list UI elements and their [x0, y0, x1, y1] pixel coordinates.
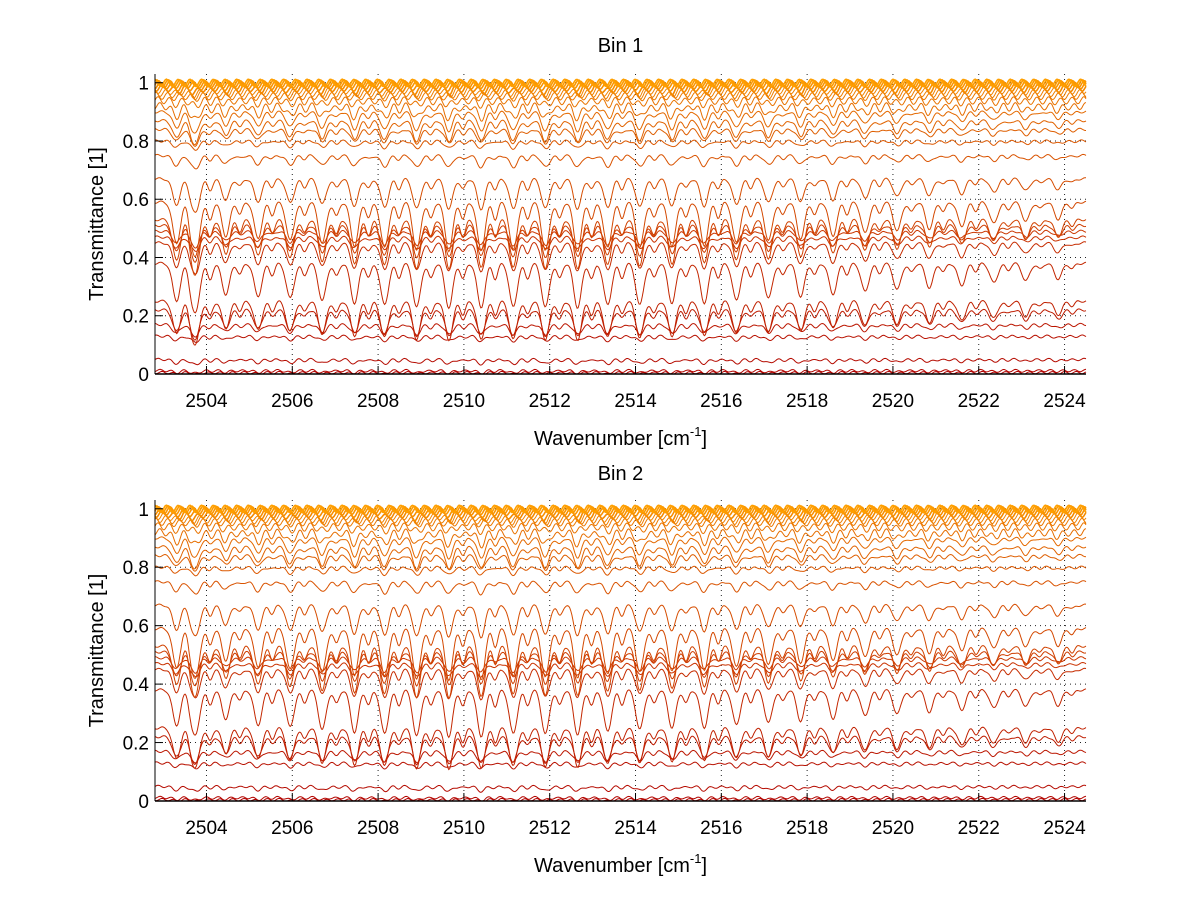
- y-tick-label: 1: [138, 500, 149, 521]
- subplot-1: Bin 1 2504 2506 2508 2510 2512 2514 2516 2518 252…: [86, 35, 1087, 450]
- x-tick-label: 2510: [443, 818, 485, 839]
- chart-title: Bin 1: [598, 35, 644, 57]
- y-tick-label: 0.8: [123, 558, 149, 579]
- series-line-7: [154, 726, 1087, 771]
- y-tick-label: 0.2: [123, 307, 149, 328]
- y-tick-label: 1: [138, 74, 149, 95]
- y-tick-label: 0.4: [123, 675, 150, 696]
- series-line-18: [154, 127, 1086, 147]
- x-axis-label: Wavenumber [cm-1]: [534, 424, 707, 450]
- y-tick-label: 0.6: [123, 190, 149, 211]
- series-line-14: [155, 626, 1087, 682]
- series-line-13: [154, 644, 1087, 700]
- series-line-13: [154, 218, 1087, 276]
- series-line-22: [154, 522, 1087, 536]
- y-axis-label: Transmittance [1]: [86, 574, 108, 728]
- x-tick-label: 2516: [700, 391, 742, 412]
- x-tick-label: 2512: [529, 391, 571, 412]
- series-line-4: [154, 761, 1087, 770]
- x-axis-label-sup: -1: [690, 851, 702, 866]
- x-tick-label: 2518: [786, 391, 828, 412]
- series-line-4: [154, 334, 1087, 344]
- y-tick-label: 0: [138, 792, 149, 813]
- chart-title: Bin 2: [598, 463, 644, 485]
- series-line-6: [154, 308, 1087, 341]
- x-tick-label: 2506: [271, 391, 313, 412]
- series-group: [154, 78, 1087, 375]
- x-tick-label: 2514: [614, 818, 657, 839]
- y-tick-label: 0: [138, 365, 149, 386]
- series-line-2: [154, 795, 1087, 802]
- y-tick-label: 0.2: [123, 734, 149, 755]
- x-tick-label: 2522: [958, 818, 1000, 839]
- series-line-29: [154, 78, 1087, 88]
- series-line-21: [154, 528, 1087, 549]
- x-tick-label: 2508: [357, 391, 399, 412]
- series-line-3: [154, 784, 1087, 793]
- x-axis-label-sup: -1: [690, 424, 702, 439]
- x-tick-label: 2518: [786, 818, 828, 839]
- x-tick-label: 2520: [872, 391, 914, 412]
- series-line-20: [155, 536, 1087, 560]
- series-line-15: [154, 603, 1087, 639]
- series-line-21: [154, 102, 1087, 122]
- y-tick-label: 0.6: [123, 617, 149, 638]
- x-tick-label: 2524: [1043, 818, 1086, 839]
- x-tick-label: 2504: [185, 818, 228, 839]
- y-tick-label: 0.8: [123, 132, 149, 153]
- x-tick-label: 2522: [958, 391, 1000, 412]
- x-axis-label-main: Wavenumber [cm: [534, 855, 690, 877]
- subplot-2: Bin 2 2504 2506 2508 2510 2512 2514 2516 2518 252…: [86, 463, 1087, 877]
- series-line-6: [154, 735, 1087, 766]
- series-line-11: [154, 656, 1087, 674]
- y-axis-label: Transmittance [1]: [86, 147, 108, 301]
- series-line-8: [154, 688, 1087, 739]
- x-tick-label: 2520: [872, 818, 914, 839]
- series-line-30: [154, 78, 1087, 88]
- x-axis-label: Wavenumber [cm-1]: [534, 851, 707, 877]
- series-line-15: [154, 177, 1087, 214]
- series-line-17: [155, 565, 1087, 577]
- x-tick-label: 2512: [529, 818, 571, 839]
- y-tick-label: 0.4: [123, 248, 150, 269]
- series-line-18: [154, 553, 1087, 572]
- series-line-8: [154, 261, 1087, 314]
- x-axis-label-tail: ]: [701, 855, 707, 877]
- series-line-16: [154, 153, 1087, 170]
- series-line-7: [154, 299, 1087, 346]
- series-line-29: [154, 504, 1087, 515]
- x-tick-label: 2516: [700, 818, 742, 839]
- x-tick-label: 2514: [614, 391, 657, 412]
- x-tick-label: 2504: [185, 391, 228, 412]
- series-line-17: [155, 139, 1087, 151]
- series-line-19: [154, 118, 1087, 146]
- x-axis-label-tail: ]: [701, 428, 707, 450]
- series-line-22: [154, 96, 1087, 109]
- series-line-14: [154, 200, 1087, 258]
- series-line-5: [154, 749, 1087, 764]
- x-tick-label: 2508: [357, 818, 399, 839]
- series-line-9: [154, 667, 1087, 701]
- series-line-30: [154, 504, 1087, 514]
- series-line-9: [154, 241, 1087, 275]
- series-line-2: [154, 368, 1087, 375]
- series-line-20: [154, 110, 1087, 134]
- series-line-19: [154, 545, 1087, 571]
- x-tick-label: 2506: [271, 818, 313, 839]
- x-tick-label: 2524: [1043, 391, 1086, 412]
- series-group: [154, 504, 1087, 802]
- x-tick-label: 2510: [443, 391, 485, 412]
- series-line-16: [154, 580, 1087, 596]
- series-line-10: [154, 661, 1087, 678]
- series-line-5: [154, 322, 1087, 338]
- series-line-11: [154, 229, 1087, 249]
- series-line-3: [154, 357, 1087, 366]
- x-axis-label-main: Wavenumber [cm: [534, 428, 690, 450]
